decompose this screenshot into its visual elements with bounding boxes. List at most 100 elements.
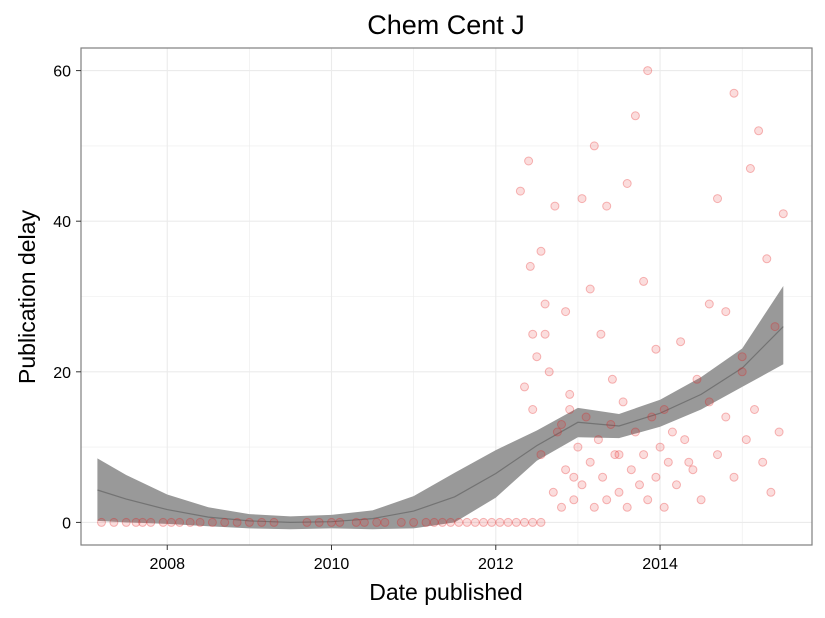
data-point [569,472,579,482]
data-point [622,179,632,188]
x-tick-label: 2008 [149,556,185,573]
data-point [585,284,595,294]
y-tick-label: 40 [53,214,71,231]
data-point [754,126,764,136]
data-point [651,344,661,354]
data-point [257,517,267,527]
data-point [663,457,673,467]
data-point [525,261,535,271]
data-point [729,472,739,482]
smooth-line [97,326,784,524]
data-point [138,517,148,527]
data-point [614,450,624,460]
data-point [762,254,772,264]
data-point [495,517,505,527]
data-point [659,502,669,512]
data-point [207,517,217,527]
data-point [302,517,312,527]
data-point [770,322,780,332]
data-point [729,88,739,98]
data-point [532,352,542,362]
y-axis-ticks: 0 20 40 60 [53,64,81,532]
data-point [479,517,488,527]
data-point [667,427,677,437]
data-point [750,405,759,414]
data-point [121,517,131,527]
data-point [220,517,230,527]
data-point [548,487,558,497]
data-point [713,194,722,204]
y-tick-label: 0 [62,515,71,532]
data-point [593,435,603,445]
data-point [741,435,751,445]
data-point [557,502,566,512]
data-point [462,517,472,527]
data-point [335,517,345,527]
data-point [540,329,550,339]
data-point [622,502,632,512]
x-tick-label: 2014 [642,556,678,573]
data-point [692,374,702,384]
x-tick-label: 2010 [314,556,350,573]
data-point [704,299,714,309]
y-tick-label: 20 [53,365,71,382]
data-point [573,442,583,452]
data-point [655,442,665,452]
chart-title: Chem Cent J [367,10,525,40]
data-point [380,517,390,527]
data-point [696,495,706,505]
data-point [550,201,560,211]
data-point [195,517,205,527]
data-point [454,517,464,527]
data-point [528,517,538,527]
data-point [561,307,571,317]
data-point [503,517,513,527]
data-point [589,502,599,512]
data-point [446,517,456,527]
data-point [577,480,587,490]
data-point [737,367,747,377]
data-point [651,472,661,482]
data-point [166,517,176,527]
data-point [721,412,731,422]
data-point [577,194,587,204]
data-point [544,367,554,377]
data-point [97,517,106,527]
data-point [643,66,653,76]
data-point [421,517,431,527]
data-point [314,517,324,527]
y-axis-title: Publication delay [14,210,40,384]
data-point [596,329,606,339]
data-point [540,299,550,309]
data-point [487,517,497,527]
data-point [396,517,406,527]
data-point [569,495,579,505]
data-point [626,465,636,475]
data-point [647,412,657,422]
data-point [659,405,669,414]
data-point [429,517,439,527]
data-point [528,405,538,414]
data-point [778,209,788,219]
data-point [676,337,686,347]
data-point [561,465,571,475]
data-point [175,517,185,527]
data-point [511,517,521,527]
data-point [635,480,644,490]
data-point [602,201,612,211]
data-point [704,397,714,407]
data-point [688,465,698,475]
data-points [97,66,788,527]
data-point [372,517,382,527]
data-point [630,111,640,121]
data-point [713,450,722,460]
data-point [618,397,628,407]
data-point [269,517,279,527]
data-point [684,457,694,467]
x-axis-ticks: 2008 2010 2012 2014 [149,545,678,573]
data-point [639,276,649,286]
data-point [610,450,620,460]
data-point [602,495,612,505]
data-point [244,517,254,527]
